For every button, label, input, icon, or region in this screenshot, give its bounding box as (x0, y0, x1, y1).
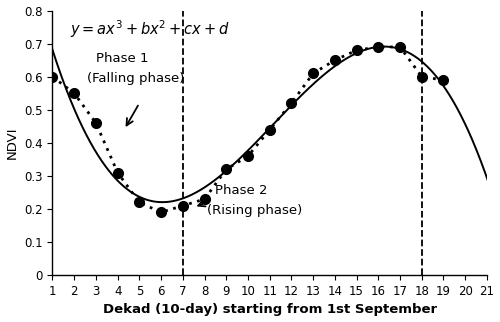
Text: $y = ax^3 + bx^2 + cx + d$: $y = ax^3 + bx^2 + cx + d$ (70, 18, 230, 40)
Text: Phase 1: Phase 1 (96, 52, 148, 65)
Y-axis label: NDVI: NDVI (6, 127, 18, 159)
X-axis label: Dekad (10-day) starting from 1st September: Dekad (10-day) starting from 1st Septemb… (102, 303, 437, 317)
Text: Phase 2: Phase 2 (216, 184, 268, 197)
Text: (Rising phase): (Rising phase) (206, 204, 302, 217)
Text: (Falling phase): (Falling phase) (87, 72, 184, 85)
